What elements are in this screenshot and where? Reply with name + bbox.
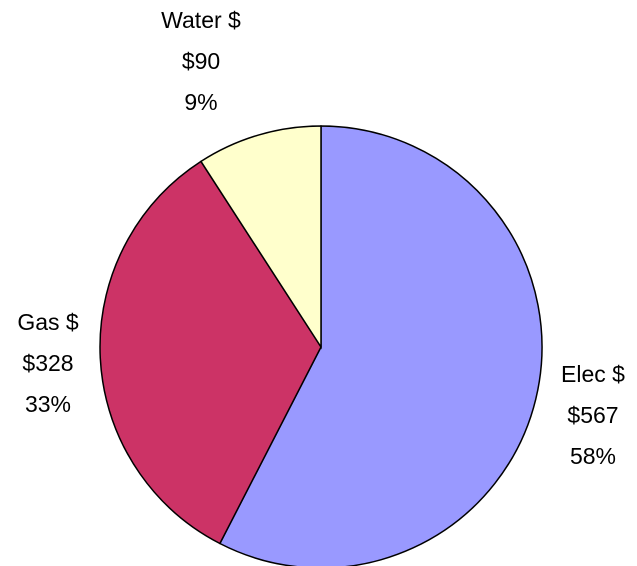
slice-label-group-gas: Gas $ $328 33% <box>17 309 79 417</box>
slice-percent-label: 58% <box>570 443 616 469</box>
slice-label: Gas $ <box>17 309 79 335</box>
slice-value-label: $90 <box>182 48 220 74</box>
pie-slices <box>99 125 543 566</box>
slice-percent-label: 9% <box>184 89 217 115</box>
pie-slice-elec <box>218 125 543 566</box>
slice-label: Elec $ <box>561 361 625 387</box>
slice-value-label: $328 <box>22 350 73 376</box>
slice-label-group-elec: Elec $ $567 58% <box>561 361 625 469</box>
pie-slice-water <box>199 125 322 350</box>
pie-slice-gas <box>99 160 322 545</box>
slice-label: Water $ <box>161 7 241 33</box>
slice-percent-label: 33% <box>25 391 71 417</box>
slice-value-label: $567 <box>567 402 618 428</box>
slice-label-group-water: Water $ $90 9% <box>161 7 241 115</box>
slice-labels: Elec $ $567 58% Gas $ $328 33% Water $ $90 9% <box>17 7 625 469</box>
